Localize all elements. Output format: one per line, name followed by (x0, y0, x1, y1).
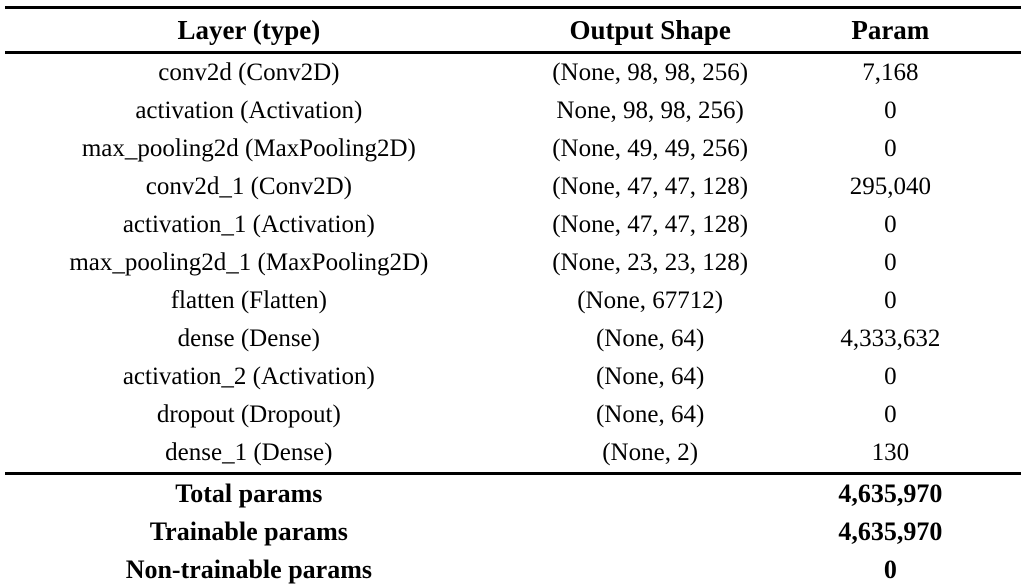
param-cell: 295,040 (849, 173, 931, 200)
summary-label: Trainable params (149, 517, 348, 546)
output-shape-cell: (None, 64) (595, 401, 705, 428)
header-row: Layer (type) Output Shape Param (5, 7, 1021, 54)
param-cell: 0 (884, 287, 897, 314)
output-shape-cell: (None, 98, 98, 256) (552, 59, 749, 86)
layer-type-cell: max_pooling2d (MaxPooling2D) (81, 135, 416, 162)
layer-type-cell: conv2d (Conv2D) (158, 59, 340, 86)
layer-type-cell: conv2d_1 (Conv2D) (145, 173, 352, 200)
layer-type-cell: max_pooling2d_1 (MaxPooling2D) (69, 249, 429, 276)
layer-type-cell: dense_1 (Dense) (5, 434, 493, 475)
output-shape-cell: (None, 64) (595, 363, 705, 390)
table-row: conv2d (Conv2D) (None, 98, 98, 256) 7,168 (5, 53, 1021, 93)
layer-type-cell: dense (Dense) (177, 325, 320, 352)
model-summary-table: Layer (type) Output Shape Param conv2d (… (5, 6, 1021, 586)
param-cell: 4,333,632 (840, 325, 941, 352)
param-cell: 0 (884, 363, 897, 390)
col-header-layer-type: Layer (type) (5, 7, 493, 54)
layer-type-cell: activation_1 (Activation) (122, 211, 375, 238)
param-cell: 0 (884, 401, 897, 428)
summary-spacer (493, 513, 808, 551)
output-shape-cell: (None, 47, 47, 128) (552, 173, 749, 200)
summary-row: Total params 4,635,970 (5, 474, 1021, 514)
summary-row: Trainable params 4,635,970 (5, 513, 1021, 551)
param-cell: 7,168 (862, 59, 919, 86)
output-shape-cell: (None, 64) (595, 325, 705, 352)
param-cell: 130 (807, 434, 1021, 475)
summary-spacer (493, 551, 808, 586)
output-shape-cell: (None, 23, 23, 128) (552, 249, 749, 276)
summary-label: Total params (175, 479, 323, 508)
output-shape-cell: (None, 67712) (577, 287, 724, 314)
output-shape-cell: (None, 47, 47, 128) (552, 211, 749, 238)
output-shape-cell: (None, 2) (492, 434, 808, 475)
summary-value: 4,635,970 (838, 517, 943, 546)
table-row: conv2d_1 (Conv2D) (None, 47, 47, 128) 295,… (5, 168, 1021, 206)
table-row: activation_2 (Activation) (None, 64) 0 (5, 358, 1021, 396)
col-header-output-shape: Output Shape (492, 7, 808, 54)
layer-type-cell: flatten (Flatten) (170, 287, 327, 314)
summary-spacer (493, 474, 808, 514)
layer-type-cell: dropout (Dropout) (156, 401, 341, 428)
layer-type-cell: activation (Activation) (135, 97, 363, 124)
summary-label: Non-trainable params (125, 555, 372, 584)
table-row: dense_1 (Dense) (None, 2) 130 (5, 434, 1021, 475)
param-cell: 0 (884, 211, 897, 238)
table-row: flatten (Flatten) (None, 67712) 0 (5, 282, 1021, 320)
table-row: activation (Activation) None, 98, 98, 256… (5, 92, 1021, 130)
param-cell: 0 (884, 97, 897, 124)
table-row: dense (Dense) (None, 64) 4,333,632 (5, 320, 1021, 358)
col-header-param: Param (807, 7, 1021, 54)
summary-value: 0 (883, 555, 897, 584)
summary-row: Non-trainable params 0 (5, 551, 1021, 586)
layer-type-cell: activation_2 (Activation) (122, 363, 375, 390)
table-row: max_pooling2d_1 (MaxPooling2D) (None, 23,… (5, 244, 1021, 282)
output-shape-cell: None, 98, 98, 256) (556, 97, 744, 124)
table-row: activation_1 (Activation) (None, 47, 47, … (5, 206, 1021, 244)
table-row: max_pooling2d (MaxPooling2D) (None, 49, 4… (5, 130, 1021, 168)
output-shape-cell: (None, 49, 49, 256) (552, 135, 749, 162)
param-cell: 0 (884, 249, 897, 276)
table-row: dropout (Dropout) (None, 64) 0 (5, 396, 1021, 434)
param-cell: 0 (884, 135, 897, 162)
summary-value: 4,635,970 (838, 479, 943, 508)
